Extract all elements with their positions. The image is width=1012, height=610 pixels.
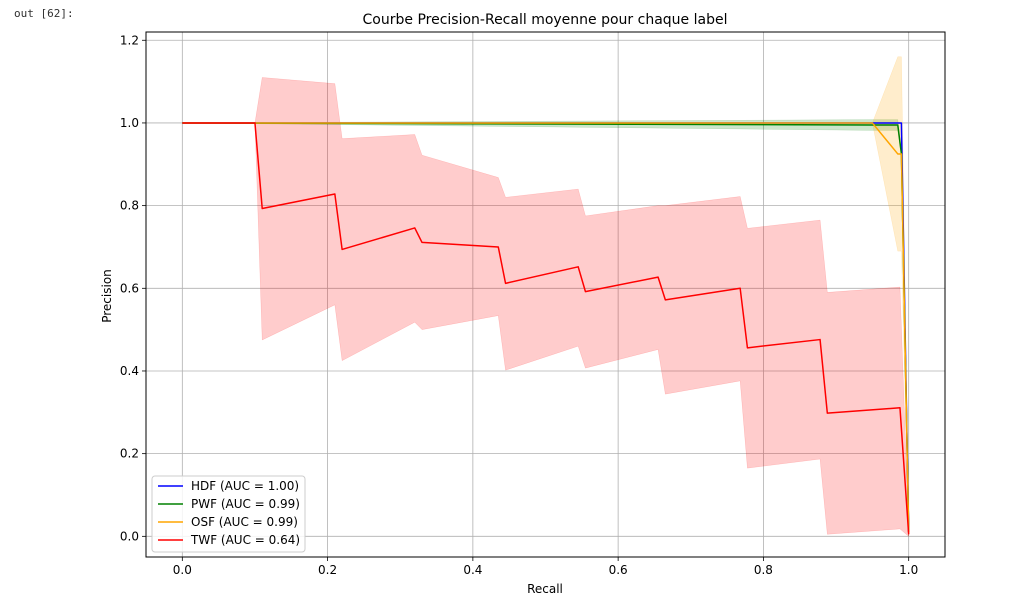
x-tick-label: 0.2 xyxy=(318,563,337,577)
x-tick-label: 0.6 xyxy=(609,563,628,577)
x-axis-label: Recall xyxy=(527,582,563,596)
y-tick-label: 0.8 xyxy=(120,199,139,213)
legend: HDF (AUC = 1.00) PWF (AUC = 0.99) OSF (AUC… xyxy=(151,475,306,553)
x-axis-ticks: 0.0 0.2 0.4 0.6 0.8 1.0 xyxy=(173,557,918,577)
osf-line xyxy=(182,122,910,533)
chart-title: Courbe Precision-Recall moyenne pour cha… xyxy=(363,12,728,28)
y-axis-ticks: 0.0 0.2 0.4 0.6 0.8 1.0 1.2 xyxy=(120,33,146,543)
cell-output-prompt: out [62]: xyxy=(14,7,74,20)
legend-box xyxy=(151,475,306,553)
osf-legend-label: OSF (AUC = 0.99) xyxy=(191,515,298,529)
series-lines xyxy=(182,122,910,535)
y-tick-label: 0.2 xyxy=(120,447,139,461)
axes-frame xyxy=(145,31,946,558)
y-tick-label: 1.2 xyxy=(120,33,139,47)
y-axis-label: Precision xyxy=(100,269,114,323)
y-tick-label: 0.0 xyxy=(120,529,139,543)
confidence-bands xyxy=(182,56,909,537)
y-tick-label: 1.0 xyxy=(120,116,139,130)
y-tick-label: 0.6 xyxy=(120,281,139,295)
hdf-legend-label: HDF (AUC = 1.00) xyxy=(191,479,299,493)
twf-line xyxy=(182,122,910,535)
x-tick-label: 0.8 xyxy=(754,563,773,577)
x-tick-label: 0.4 xyxy=(463,563,482,577)
x-tick-label: 0.0 xyxy=(173,563,192,577)
pwf-legend-label: PWF (AUC = 0.99) xyxy=(191,497,300,511)
x-tick-label: 1.0 xyxy=(899,563,918,577)
twf-band xyxy=(182,77,909,537)
y-tick-label: 0.4 xyxy=(120,364,139,378)
twf-legend-label: TWF (AUC = 0.64) xyxy=(190,533,300,547)
